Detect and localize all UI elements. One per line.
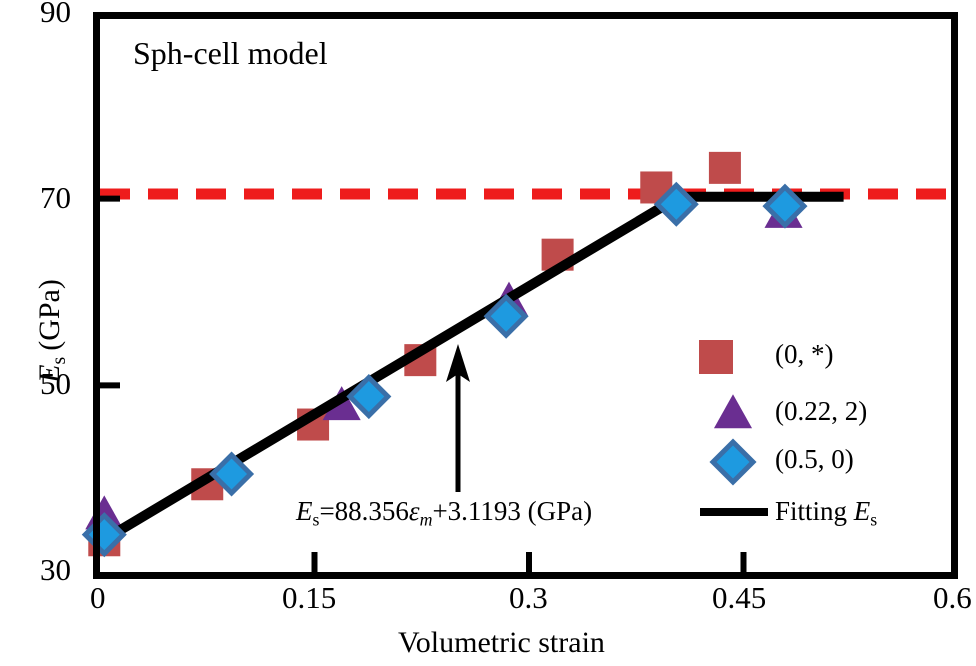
fit-equation-annotation: Es=88.356εm+3.1193 (GPa) <box>296 496 592 530</box>
y-axis-symbol: E <box>33 364 67 383</box>
xtick-label-0: 0 <box>90 580 106 615</box>
data-point-square-6 <box>708 151 741 184</box>
ytick-label-90: 90 <box>40 0 71 29</box>
annotation-arrow-head <box>446 344 470 382</box>
data-point-diamond-3 <box>483 293 529 339</box>
ytick-label-50: 50 <box>40 366 71 401</box>
data-point-diamond-4 <box>653 181 699 227</box>
x-axis-title: Volumetric strain <box>398 626 605 659</box>
legend-label-2[interactable]: (0.5, 0) <box>775 444 854 474</box>
xtick-label-03: 0.3 <box>509 580 548 615</box>
data-point-diamond-5 <box>762 183 808 229</box>
equation-mid: =88.356 <box>319 496 409 526</box>
y-axis-title: Es (GPa) <box>33 231 71 431</box>
legend-label-1[interactable]: (0.22, 2) <box>775 396 868 426</box>
xtick-label-045: 0.45 <box>712 580 767 615</box>
legend-marker-diamond <box>709 438 757 486</box>
plot-title: Sph-cell model <box>133 35 328 71</box>
equation-epsilon-symbol: ε <box>408 496 420 526</box>
y-axis-subscript: s <box>47 356 70 365</box>
ytick-label-30: 30 <box>40 552 71 587</box>
legend-label-0[interactable]: (0, *) <box>775 339 834 369</box>
equation-e-symbol: E <box>296 496 313 526</box>
data-point-diamond-1 <box>209 451 255 497</box>
legend-fit-subscript: s <box>870 509 878 530</box>
legend-fit-symbol: E <box>853 496 871 526</box>
equation-tail: +3.1193 (GPa) <box>432 496 593 526</box>
legend-marker-square <box>699 340 733 374</box>
axes-layer <box>93 12 958 579</box>
y-axis-unit: (GPa) <box>33 279 67 351</box>
xtick-label-06: 0.6 <box>933 580 972 615</box>
legend-fit-prefix: Fitting <box>775 496 854 526</box>
xtick-label-015: 0.15 <box>282 580 337 615</box>
equation-e-subscript: s <box>312 509 320 530</box>
legend-label-fitting[interactable]: Fitting Es <box>775 496 877 530</box>
data-point-diamond-2 <box>346 373 392 420</box>
equation-epsilon-subscript: m <box>419 509 433 530</box>
ytick-label-70: 70 <box>40 180 71 215</box>
legend-marker-triangle <box>713 394 753 429</box>
